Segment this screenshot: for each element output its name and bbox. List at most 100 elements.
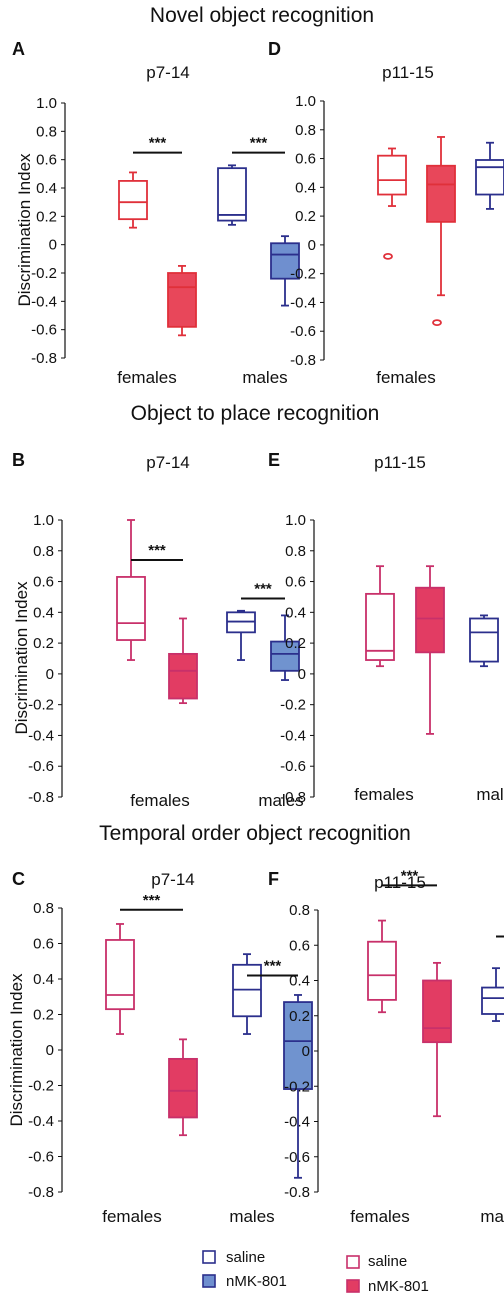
y-tick-label: -0.2 (284, 1078, 310, 1095)
box-iqr (367, 940, 397, 1001)
panel-letter: D (268, 39, 281, 59)
significance-label: *** (401, 867, 419, 884)
box-females-nmk801 (168, 617, 198, 705)
y-tick-label: 1.0 (36, 95, 57, 112)
panel-letter: A (12, 39, 25, 59)
y-tick-label: 0.6 (36, 152, 57, 169)
panel-letter: F (268, 869, 279, 889)
box-iqr (426, 164, 456, 223)
y-tick-label: 0.2 (295, 208, 316, 225)
category-label-females: females (102, 1207, 162, 1226)
box-males-saline (217, 164, 247, 226)
section-title-novel-object: Novel object recognition (150, 4, 374, 27)
panels: Ap7-14 1.0 0.8 0.6 0.4 0.2 0 -0.2 -0.4 -0.6 -0.8 Di… (7, 39, 504, 1226)
box-iqr (283, 1001, 313, 1090)
y-tick-label: -0.6 (284, 1149, 310, 1166)
y-tick-label: 0.6 (289, 937, 310, 954)
legend-female-saline-label: saline (368, 1253, 407, 1270)
box-iqr (167, 272, 197, 328)
box-iqr (469, 617, 499, 663)
box-males-nmk801 (270, 614, 300, 681)
y-tick-label: -0.4 (28, 727, 54, 744)
outlier-point (383, 252, 393, 260)
section-title-object-to-place: Object to place recognition (131, 402, 380, 425)
significance-label: *** (250, 135, 268, 152)
y-tick-label: 0.4 (289, 973, 310, 990)
box-iqr (422, 979, 452, 1044)
y-tick-label: 1.0 (295, 93, 316, 110)
y-tick-label: -0.8 (28, 1184, 54, 1201)
category-label-females: females (117, 368, 177, 387)
box-iqr (168, 1057, 198, 1119)
category-label-females: females (376, 368, 436, 387)
panel-subtitle: p11-15 (374, 873, 426, 892)
y-tick-label: 1.0 (33, 512, 54, 529)
category-label-females: females (350, 1207, 410, 1226)
box-males-nmk801 (283, 994, 313, 1179)
y-tick-label: 0.4 (33, 604, 54, 621)
panel-letter: C (12, 869, 25, 889)
legend-female-mk801-swatch (346, 1279, 360, 1293)
category-label-males: males (476, 785, 504, 804)
y-tick-label: 0.2 (289, 1008, 310, 1025)
y-tick-label: -0.8 (290, 352, 316, 369)
y-tick-label: 0 (302, 1043, 310, 1060)
y-tick-label: 0.8 (285, 543, 306, 560)
box-females-saline (377, 147, 407, 260)
legend-male-saline-swatch (202, 1250, 216, 1264)
panel-subtitle: p7-14 (146, 63, 189, 82)
box-females-nmk801 (168, 1038, 198, 1137)
y-tick-label: 0.6 (33, 574, 54, 591)
y-tick-label: -0.6 (290, 323, 316, 340)
y-tick-label: -0.6 (280, 758, 306, 775)
y-tick-label: 0 (49, 237, 57, 254)
y-tick-label: 0.2 (33, 635, 54, 652)
y-tick-label: -0.8 (31, 350, 57, 367)
box-iqr (475, 159, 504, 196)
panel-A: Ap7-14 1.0 0.8 0.6 0.4 0.2 0 -0.2 -0.4 -0.6 -0.8 Di… (12, 39, 300, 387)
box-iqr (481, 986, 504, 1015)
box-females-nmk801 (167, 265, 197, 337)
box-males-saline (232, 953, 262, 1035)
y-tick-label: 0 (308, 237, 316, 254)
y-tick-label: -0.8 (280, 789, 306, 806)
legend-male-mk801-label: nMK-801 (226, 1273, 287, 1290)
y-tick-label: -0.4 (28, 1113, 54, 1130)
box-iqr (118, 180, 148, 221)
category-label-males: males (229, 1207, 274, 1226)
box-iqr (105, 939, 135, 1011)
box-males-saline (469, 614, 499, 668)
y-tick-label: 0 (46, 1042, 54, 1059)
significance-label: *** (149, 135, 167, 152)
y-tick-label: -0.4 (290, 294, 316, 311)
category-label-females: females (130, 791, 190, 810)
outlier-point (432, 319, 442, 326)
y-axis-label: Discrimination Index (12, 581, 31, 735)
y-tick-label: 0.6 (295, 151, 316, 168)
y-tick-label: -0.2 (280, 697, 306, 714)
y-tick-label: 0.2 (33, 1007, 54, 1024)
legend-male-saline-label: saline (226, 1249, 265, 1266)
panel-subtitle: p7-14 (151, 870, 194, 889)
box-males-saline (226, 609, 256, 661)
category-label-males: males (258, 791, 303, 810)
significance-label: *** (264, 957, 282, 974)
y-tick-label: 0.6 (285, 574, 306, 591)
y-tick-label: 0.8 (289, 902, 310, 919)
box-iqr (377, 154, 407, 196)
box-iqr (415, 586, 445, 654)
box-iqr (168, 652, 198, 700)
y-tick-label: 0.4 (285, 604, 306, 621)
box-females-saline (367, 919, 397, 1014)
panel-subtitle: p7-14 (146, 453, 189, 472)
panel-letter: E (268, 450, 280, 470)
y-tick-label: 0 (298, 666, 306, 683)
y-tick-label: 0.8 (295, 122, 316, 139)
category-label-females: females (354, 785, 414, 804)
y-axis-label: Discrimination Index (7, 973, 26, 1127)
